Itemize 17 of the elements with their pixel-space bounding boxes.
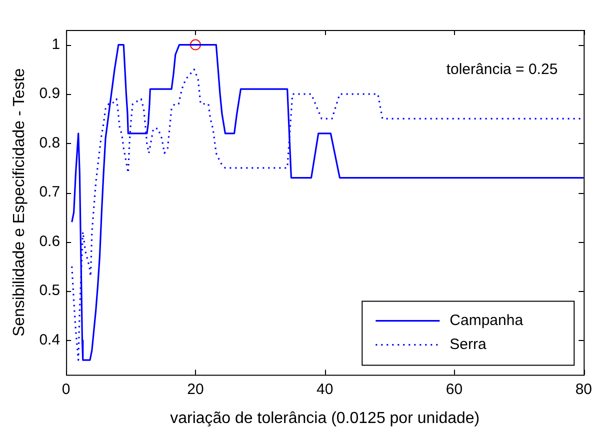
y-tick-label: 0.4	[39, 331, 60, 348]
x-axis-title: variação de tolerância (0.0125 por unidade)	[170, 410, 480, 427]
y-tick-label: 1	[52, 36, 60, 53]
legend-label: Serra	[450, 336, 487, 353]
x-tick-label: 80	[575, 380, 592, 398]
y-tick-label: 0.8	[39, 134, 60, 152]
x-tick-label: 20	[187, 380, 204, 398]
y-axis-title: Sensibilidade e Especificidade - Teste	[11, 68, 28, 337]
annotation: tolerância = 0.25	[446, 61, 558, 78]
legend-label: Campanha	[450, 312, 524, 329]
y-tick-label: 0.5	[39, 282, 60, 300]
x-tick-label: 0	[62, 380, 70, 398]
x-tick-label: 40	[316, 380, 334, 398]
x-tick-label: 60	[446, 380, 463, 398]
y-tick-label: 0.9	[39, 85, 60, 102]
y-tick-label: 0.6	[39, 232, 60, 250]
y-tick-label: 0.7	[39, 184, 60, 201]
